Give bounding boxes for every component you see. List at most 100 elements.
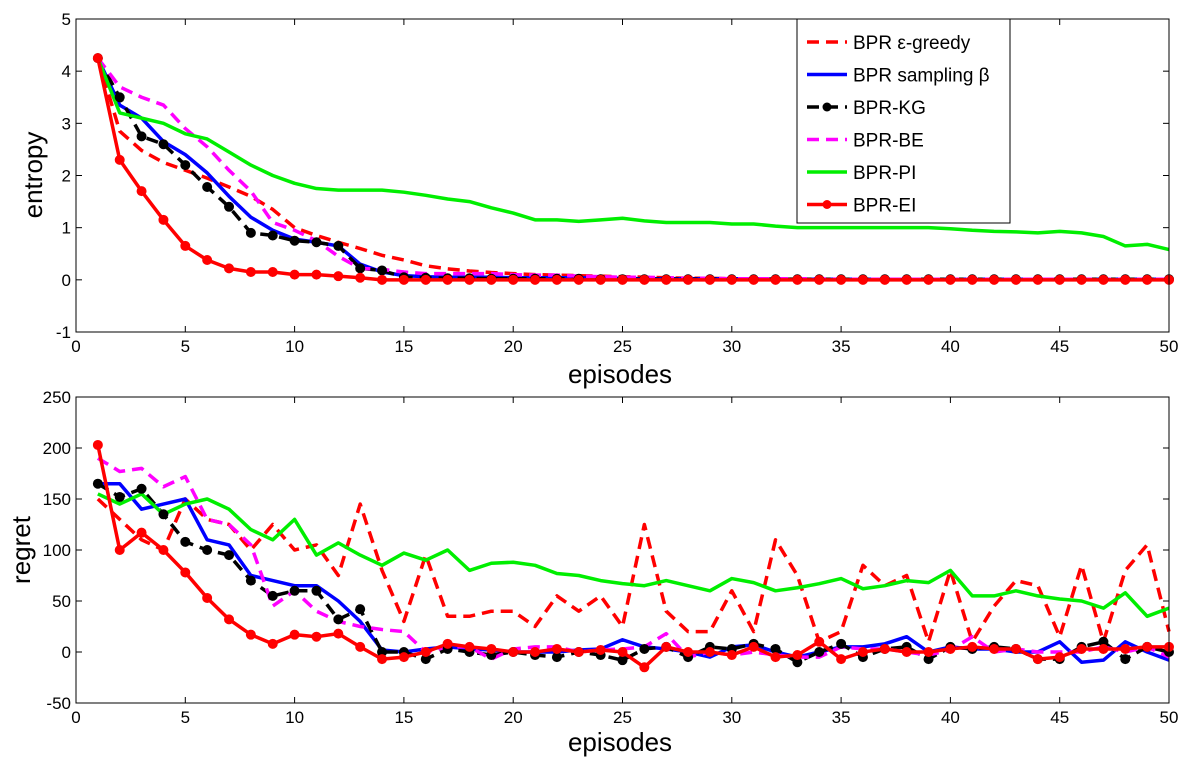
entropy-point-bpr-kg [224, 201, 235, 212]
entropy-point-bpr-kg [355, 263, 366, 274]
regret-point-bpr-ei [1010, 643, 1021, 654]
entropy-point-bpr-ei [442, 274, 453, 285]
regret-point-bpr-ei [136, 527, 147, 538]
regret-point-bpr-ei [333, 628, 344, 639]
regret-point-bpr-ei [92, 439, 103, 450]
regret-x-tick-label: 15 [394, 708, 413, 727]
entropy-point-bpr-ei [945, 274, 956, 285]
regret-point-bpr-ei [1142, 641, 1153, 652]
regret-point-bpr-kg [1120, 654, 1131, 665]
regret-point-bpr-kg [202, 545, 213, 555]
entropy-point-bpr-ei [136, 186, 147, 197]
regret-point-bpr-ei [989, 643, 1000, 654]
entropy-point-bpr-ei [1054, 274, 1065, 285]
regret-series-bpr-epsilon-greedy [96, 497, 1171, 644]
entropy-point-bpr-kg [289, 235, 300, 246]
entropy-x-tick-label: 10 [285, 337, 304, 356]
entropy-point-bpr-ei [989, 274, 1000, 285]
entropy-point-bpr-kg [114, 92, 125, 103]
regret-y-tick-label: 50 [52, 592, 71, 611]
regret-point-bpr-kg [814, 647, 825, 657]
regret-y-tick-label: 200 [43, 439, 71, 458]
regret-point-bpr-ei [202, 592, 213, 603]
legend-marker-bpr-kg [822, 102, 832, 112]
regret-point-bpr-kg [355, 604, 366, 615]
regret-x-tick-label: 30 [722, 708, 741, 727]
regret-point-bpr-ei [595, 644, 606, 655]
entropy-point-bpr-ei [224, 263, 235, 274]
regret-point-bpr-kg [333, 614, 344, 625]
entropy-point-bpr-ei [639, 274, 650, 285]
regret-point-bpr-ei [311, 631, 322, 642]
entropy-point-bpr-ei [289, 269, 300, 280]
regret-point-bpr-ei [814, 636, 825, 647]
entropy-point-bpr-ei [573, 274, 584, 285]
regret-point-bpr-ei [267, 638, 278, 649]
regret-point-bpr-ei [114, 545, 125, 555]
entropy-point-bpr-ei [530, 274, 541, 285]
entropy-point-bpr-ei [267, 267, 278, 278]
entropy-point-bpr-ei [617, 274, 628, 285]
entropy-point-bpr-ei [1010, 274, 1021, 285]
regret-y-tick-label: 0 [62, 643, 71, 662]
regret-point-bpr-ei [1120, 643, 1131, 654]
entropy-point-bpr-ei [551, 274, 562, 285]
entropy-point-bpr-ei [1076, 274, 1087, 285]
entropy-point-bpr-ei [1120, 274, 1131, 285]
regret-x-tick-label: 10 [285, 708, 304, 727]
regret-y-axis-title: regret [6, 515, 36, 584]
regret-point-bpr-ei [726, 650, 737, 661]
regret-x-tick-label: 40 [941, 708, 960, 727]
regret-point-bpr-ei [617, 647, 628, 657]
regret-point-bpr-kg [639, 643, 650, 654]
legend-label-bpr-ei: BPR-EI [853, 196, 916, 217]
regret-point-bpr-ei [1032, 654, 1043, 665]
legend-label-bpr-kg: BPR-KG [853, 98, 926, 119]
regret-point-bpr-ei [901, 647, 912, 657]
legend-label-bpr-be: BPR-BE [853, 131, 924, 152]
legend-box [796, 18, 1011, 224]
entropy-point-bpr-kg [245, 227, 256, 238]
entropy-y-tick-label: 0 [62, 271, 71, 290]
regret-point-bpr-ei [967, 641, 978, 652]
entropy-point-bpr-ei [704, 274, 715, 285]
entropy-point-bpr-ei [879, 274, 890, 285]
entropy-point-bpr-ei [683, 274, 694, 285]
regret-point-bpr-ei [245, 629, 256, 640]
entropy-point-bpr-ei [245, 267, 256, 278]
regret-point-bpr-ei [224, 614, 235, 625]
entropy-point-bpr-ei [661, 274, 672, 285]
regret-point-bpr-ei [1076, 643, 1087, 654]
legend-items: BPR ε-greedy BPR sampling β BPR-KG BPR-BE BP… [807, 33, 990, 217]
regret-point-bpr-ei [661, 641, 672, 652]
regret-point-bpr-ei [180, 567, 191, 578]
entropy-point-bpr-ei [726, 274, 737, 285]
entropy-x-tick-label: 40 [941, 337, 960, 356]
entropy-series-bpr-pi [96, 57, 1170, 252]
entropy-y-tick-label: -1 [56, 323, 71, 342]
entropy-x-tick-label: 45 [1050, 337, 1069, 356]
regret-x-tick-label: 25 [613, 708, 632, 727]
entropy-point-bpr-ei [748, 274, 759, 285]
regret-point-bpr-ei [879, 643, 890, 654]
regret-x-tick-label: 45 [1050, 708, 1069, 727]
regret-point-bpr-kg [180, 536, 191, 547]
entropy-y-tick-label: 2 [62, 167, 71, 186]
entropy-point-bpr-ei [595, 274, 606, 285]
entropy-point-bpr-ei [202, 255, 213, 266]
entropy-x-tick-label: 20 [504, 337, 523, 356]
regret-x-tick-label: 20 [504, 708, 523, 727]
regret-x-axis-title: episodes [568, 727, 672, 757]
entropy-x-axis-title: episodes [568, 359, 672, 389]
entropy-point-bpr-ei [377, 274, 388, 285]
entropy-point-bpr-ei [967, 274, 978, 285]
regret-point-bpr-kg [836, 638, 847, 649]
entropy-point-bpr-ei [158, 214, 169, 225]
entropy-axes-box [75, 18, 1170, 333]
regret-x-tick-label: 0 [71, 708, 80, 727]
legend: BPR ε-greedy BPR sampling β BPR-KG BPR-BE BP… [796, 18, 1011, 224]
entropy-point-bpr-kg [311, 237, 322, 248]
legend-marker-bpr-ei [822, 200, 832, 209]
regret-point-bpr-ei [639, 662, 650, 673]
